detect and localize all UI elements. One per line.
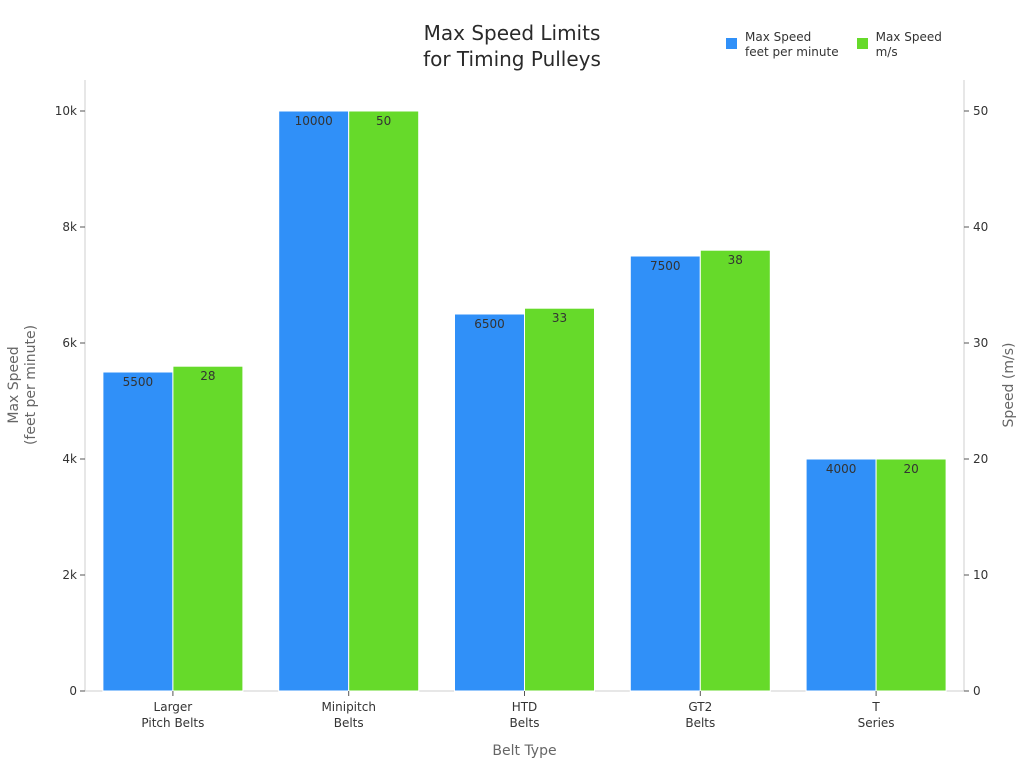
chart-title-line-2: for Timing Pulleys	[423, 47, 601, 71]
x-tick-label: Belts	[685, 716, 715, 730]
y2-tick-label: 30	[973, 336, 988, 350]
legend-swatch-fpm-icon	[726, 38, 737, 49]
y2-tick-label: 40	[973, 220, 988, 234]
legend-swatch-ms-icon	[856, 38, 868, 49]
chart-title-line-1: Max Speed Limits	[423, 21, 601, 45]
bar-ms-value: 50	[376, 114, 391, 128]
bar-ms[interactable]	[348, 110, 420, 692]
x-tick-label: Pitch Belts	[141, 716, 204, 730]
bar-fpm-value: 5500	[123, 375, 154, 389]
x-tick-label: Minipitch	[321, 700, 376, 714]
y2-tick-label: 0	[973, 684, 981, 698]
bar-ms[interactable]	[699, 249, 771, 692]
y-tick-label: 8k	[62, 220, 77, 234]
y-tick-label: 6k	[62, 336, 77, 350]
legend: Max Speed feet per minute Max Speed m/s	[726, 30, 942, 60]
bar-fpm[interactable]	[102, 371, 174, 692]
bar-ms[interactable]	[172, 365, 244, 692]
bar-fpm-value: 4000	[826, 462, 857, 476]
y2-tick-label: 50	[973, 104, 988, 118]
y2-tick-label: 10	[973, 568, 988, 582]
x-tick-label: HTD	[512, 700, 538, 714]
bar-ms[interactable]	[875, 458, 947, 692]
bar-fpm-value: 6500	[474, 317, 505, 331]
bar-fpm[interactable]	[805, 458, 877, 692]
y2-tick-label: 20	[973, 452, 988, 466]
bar-ms[interactable]	[524, 307, 595, 692]
bar-ms-value: 33	[552, 311, 567, 325]
bar-ms-value: 38	[728, 253, 743, 267]
bar-ms-value: 20	[903, 462, 918, 476]
bar-fpm[interactable]	[629, 255, 701, 692]
bar-ms-value: 28	[200, 369, 215, 383]
y-axis-label: Max Speed(feet per minute)	[6, 325, 39, 445]
bar-fpm-value: 7500	[650, 259, 681, 273]
x-tick-label: T	[871, 700, 880, 714]
y-tick-label: 4k	[62, 452, 77, 466]
y2-axis-label: Speed (m/s)	[1001, 343, 1017, 428]
legend-item-ms[interactable]: Max Speed m/s	[856, 30, 942, 60]
x-tick-label: Series	[858, 716, 895, 730]
legend-label-fpm: Max Speed feet per minute	[745, 30, 839, 59]
y-tick-label: 2k	[62, 568, 77, 582]
x-tick-label: Larger	[154, 700, 193, 714]
x-tick-label: Belts	[334, 716, 364, 730]
x-tick-label: Belts	[510, 716, 540, 730]
y-tick-label: 10k	[55, 104, 77, 118]
bar-fpm-value: 10000	[295, 114, 333, 128]
bar-fpm[interactable]	[454, 313, 525, 692]
x-axis-label: Belt Type	[492, 743, 556, 759]
legend-item-fpm[interactable]: Max Speed feet per minute	[726, 30, 839, 60]
bar-fpm[interactable]	[278, 110, 350, 692]
chart-title: Max Speed Limits for Timing Pulleys	[312, 20, 712, 72]
legend-label-ms: Max Speed m/s	[875, 30, 942, 59]
x-tick-label: GT2	[688, 700, 712, 714]
y-tick-label: 0	[69, 684, 77, 698]
